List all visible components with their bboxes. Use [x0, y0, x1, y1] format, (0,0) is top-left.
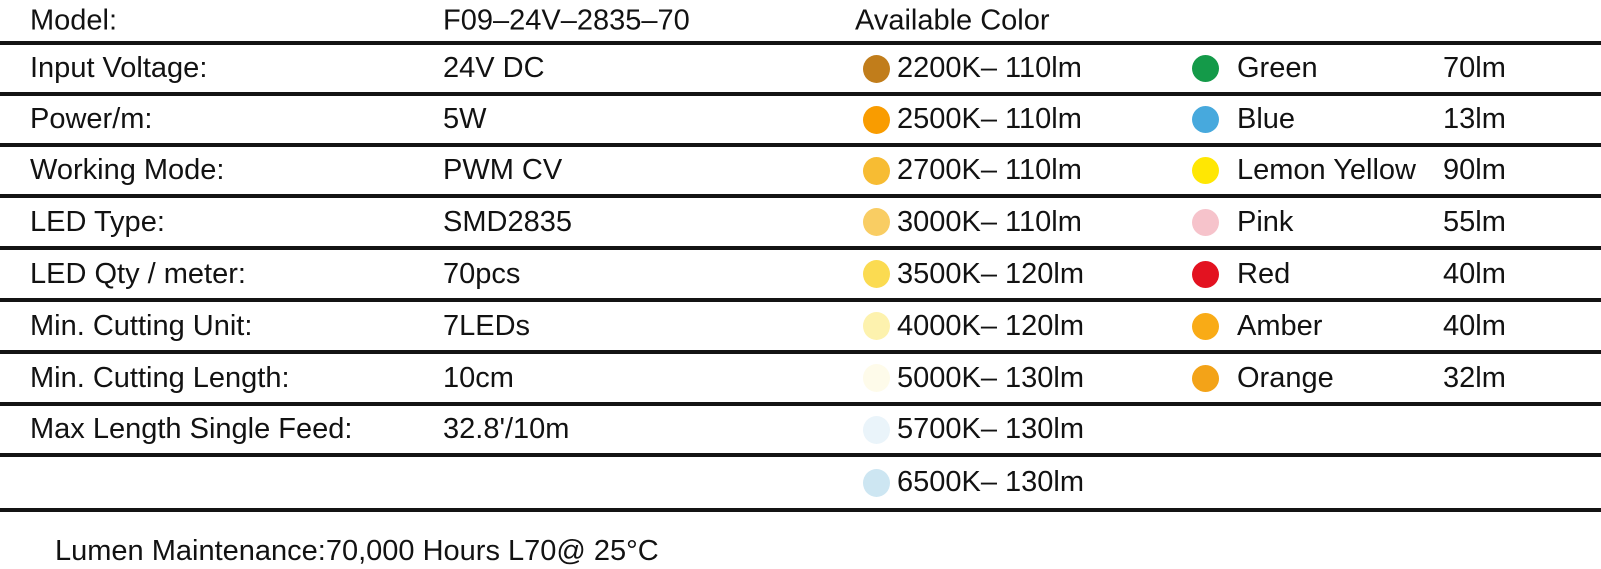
spec-label: Working Mode: — [30, 154, 225, 186]
color-swatch-cell — [1192, 208, 1237, 236]
spec-value: 70pcs — [443, 257, 521, 290]
spec-label: LED Type: — [30, 205, 165, 238]
color-name: Red — [1237, 257, 1291, 290]
cct-color-swatch — [863, 156, 890, 185]
spec-value: 7LEDs — [443, 309, 531, 342]
lumen-value: 32lm — [1443, 361, 1506, 394]
cct-color-swatch — [863, 364, 890, 392]
color-name: Blue — [1237, 103, 1296, 135]
table-row: Min. Cutting Unit: 7LEDs 4000K– 120lm Am… — [0, 298, 1601, 350]
cct-swatch-cell — [863, 105, 897, 134]
color-swatch-cell — [1192, 469, 1237, 496]
color-swatch — [1192, 260, 1219, 288]
lumen-maintenance-text: Lumen Maintenance:70,000 Hours L70@ 25°C — [55, 535, 659, 567]
spec-value: 10cm — [443, 361, 514, 394]
color-swatch — [1192, 106, 1219, 133]
cct-color-swatch — [863, 415, 890, 444]
cct-swatch-cell — [863, 208, 897, 236]
table-row: LED Qty / meter: 70pcs 3500K– 120lm Red … — [0, 246, 1601, 298]
color-name: Pink — [1237, 205, 1294, 238]
color-swatch — [1192, 157, 1219, 184]
color-swatch — [1192, 312, 1219, 340]
lumen-value: 40lm — [1443, 309, 1506, 342]
spec-label: Max Length Single Feed: — [30, 413, 353, 445]
color-swatch-cell — [1192, 416, 1237, 443]
available-color-title: Available Color — [855, 4, 1050, 36]
cct-label: 5000K– 130lm — [897, 361, 1085, 394]
spec-value: 32.8'/10m — [443, 413, 570, 445]
spec-label: Min. Cutting Length: — [30, 361, 290, 394]
cct-label: 6500K– 130lm — [897, 466, 1085, 498]
color-swatch — [1192, 364, 1219, 392]
cct-swatch-cell — [863, 415, 897, 444]
lumen-value: 13lm — [1443, 103, 1506, 135]
spec-value: SMD2835 — [443, 205, 572, 238]
spec-label: Min. Cutting Unit: — [30, 309, 253, 342]
footer: Lumen Maintenance:70,000 Hours L70@ 25°C — [0, 508, 1601, 569]
spec-label: Power/m: — [30, 103, 153, 135]
cct-color-swatch — [863, 54, 890, 83]
lumen-value: 40lm — [1443, 257, 1506, 290]
table-row: Power/m: 5W 2500K– 110lm Blue 13lm — [0, 92, 1601, 143]
color-name: Lemon Yellow — [1237, 154, 1416, 186]
cct-swatch-cell — [863, 54, 897, 83]
table-row: 6500K– 130lm — [0, 453, 1601, 508]
color-swatch — [1192, 416, 1219, 443]
cct-label: 5700K– 130lm — [897, 413, 1085, 445]
color-swatch-cell — [1192, 260, 1237, 288]
model-label: Model: — [30, 4, 118, 36]
cct-label: 3000K– 110lm — [897, 205, 1082, 238]
lumen-value: 70lm — [1443, 52, 1506, 84]
cct-color-swatch — [863, 468, 890, 497]
lumen-value: 55lm — [1443, 205, 1506, 238]
spec-label: Input Voltage: — [30, 52, 208, 84]
cct-color-swatch — [863, 260, 890, 288]
table-row: LED Type: SMD2835 3000K– 110lm Pink 55lm — [0, 194, 1601, 246]
color-name: Orange — [1237, 361, 1334, 394]
table-row: Working Mode: PWM CV 2700K– 110lm Lemon … — [0, 143, 1601, 194]
spec-label: LED Qty / meter: — [30, 257, 246, 290]
cct-swatch-cell — [863, 468, 897, 497]
color-swatch-cell — [1192, 364, 1237, 392]
color-swatch-cell — [1192, 157, 1237, 184]
cct-label: 2700K– 110lm — [897, 154, 1082, 186]
cct-label: 2200K– 110lm — [897, 52, 1082, 84]
color-name: Amber — [1237, 309, 1323, 342]
model-value: F09–24V–2835–70 — [443, 4, 690, 36]
color-swatch-cell — [1192, 55, 1237, 82]
spec-value: 24V DC — [443, 52, 545, 84]
spec-value: PWM CV — [443, 154, 563, 186]
table-row: Min. Cutting Length: 10cm 5000K– 130lm O… — [0, 350, 1601, 402]
cct-color-swatch — [863, 105, 890, 134]
cct-label: 2500K– 110lm — [897, 103, 1082, 135]
cct-color-swatch — [863, 208, 890, 236]
color-name: Green — [1237, 52, 1318, 84]
cct-swatch-cell — [863, 364, 897, 392]
cct-color-swatch — [863, 312, 890, 340]
color-swatch-cell — [1192, 312, 1237, 340]
color-swatch — [1192, 208, 1219, 236]
color-swatch — [1192, 469, 1219, 496]
cct-swatch-cell — [863, 156, 897, 185]
lumen-value: 90lm — [1443, 154, 1506, 186]
table-row: Max Length Single Feed: 32.8'/10m 5700K–… — [0, 402, 1601, 453]
color-swatch-cell — [1192, 106, 1237, 133]
cct-label: 3500K– 120lm — [897, 257, 1085, 290]
cct-label: 4000K– 120lm — [897, 309, 1085, 342]
table-row: Input Voltage: 24V DC 2200K– 110lm Green… — [0, 41, 1601, 92]
cct-swatch-cell — [863, 312, 897, 340]
spec-value: 5W — [443, 103, 487, 135]
color-swatch — [1192, 55, 1219, 82]
cct-swatch-cell — [863, 260, 897, 288]
table-header: Model: F09–24V–2835–70 Available Color — [0, 0, 1601, 41]
